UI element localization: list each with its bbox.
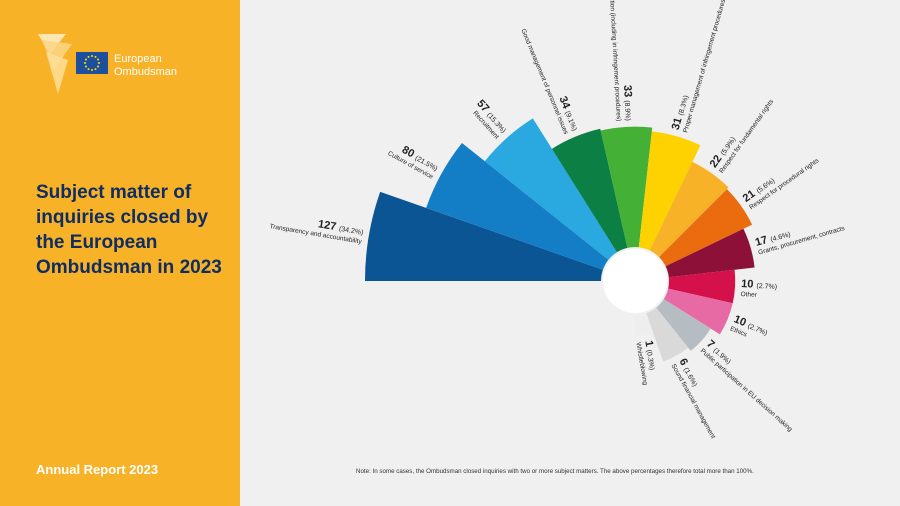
subject-matter-radial-chart: 127 (34.2%)Transparency and accountabili… — [269, 0, 846, 440]
wedge-0 — [365, 191, 603, 281]
wedge-label-1: 80 (21.5%)Culture of service — [386, 144, 438, 181]
wedge-category-9: Other — [740, 291, 757, 299]
wedge-5 — [638, 131, 701, 251]
wedge-value-9: 10 (2.7%) — [741, 278, 778, 292]
chart-footnote: Note: In some cases, the Ombudsman close… — [356, 468, 754, 475]
wedge-label-11: 7 (1.9%)Public participation in EU decis… — [699, 338, 794, 434]
wedge-11 — [656, 299, 711, 351]
wedge-8 — [665, 228, 755, 278]
wedge-label-2: 57 (15.3%)Recruitment — [471, 98, 506, 141]
wedge-label-5: 31 (8.3%)Proper management of infringeme… — [670, 0, 728, 134]
wedge-13 — [635, 313, 654, 336]
wedge-category-4: Proper use of discretion (including in i… — [605, 0, 622, 122]
wedge-label-7: 21 (5.6%)Respect for procedural rights — [741, 157, 821, 211]
wedge-category-6: Respect for fundamental rights — [718, 98, 775, 175]
wedge-label-8: 17 (4.6%)Grants, procurement, contracts — [754, 225, 846, 257]
wedge-label-9: 10 (2.7%)Other — [740, 278, 778, 299]
wedge-category-5: Proper management of infringement proced… — [682, 0, 727, 134]
sidebar-panel: European Ombudsman Subject matter of inq… — [0, 0, 240, 506]
wedge-1 — [426, 143, 609, 270]
wedge-6 — [649, 161, 729, 257]
wedge-category-7: Respect for procedural rights — [748, 157, 821, 211]
wedge-label-13: 1 (0.3%)Whistleblowing — [634, 340, 659, 386]
european-ombudsman-logo: European Ombudsman — [36, 30, 206, 100]
wedge-7 — [659, 189, 753, 267]
wedge-label-10: 10 (2.7%)Ethics — [729, 313, 768, 339]
wedge-10 — [663, 288, 733, 335]
wedge-3 — [551, 128, 628, 253]
wedge-value-13: 1 (0.3%) — [642, 340, 659, 371]
brand-name-line1: European — [114, 53, 162, 65]
eu-flag-icon — [76, 52, 108, 74]
wedge-value-0: 127 (34.2%) — [317, 218, 364, 238]
wedge-12 — [646, 307, 689, 362]
wedge-9 — [668, 269, 736, 304]
page-title: Subject matter of inquiries closed by th… — [36, 182, 222, 278]
wedge-label-0: 127 (34.2%)Transparency and accountabili… — [269, 218, 364, 246]
ombudsman-emblem-icon — [38, 34, 72, 94]
brand-name-line2: Ombudsman — [114, 66, 177, 78]
wedge-category-3: Good management of personnel issues — [519, 28, 569, 136]
chart-center-hole — [603, 249, 667, 313]
wedge-value-4: 33 (8.9%) — [621, 85, 635, 122]
annual-report-label: Annual Report 2023 — [36, 462, 159, 477]
wedge-label-4: 33 (8.9%)Proper use of discretion (inclu… — [605, 0, 635, 122]
wedge-label-3: 34 (9.1%)Good management of personnel is… — [519, 28, 577, 136]
wedge-category-11: Public participation in EU decision maki… — [699, 348, 794, 434]
wedge-4 — [600, 126, 653, 248]
wedge-2 — [484, 118, 617, 260]
wedge-label-6: 22 (5.9%)Respect for fundamental rights — [708, 98, 776, 175]
